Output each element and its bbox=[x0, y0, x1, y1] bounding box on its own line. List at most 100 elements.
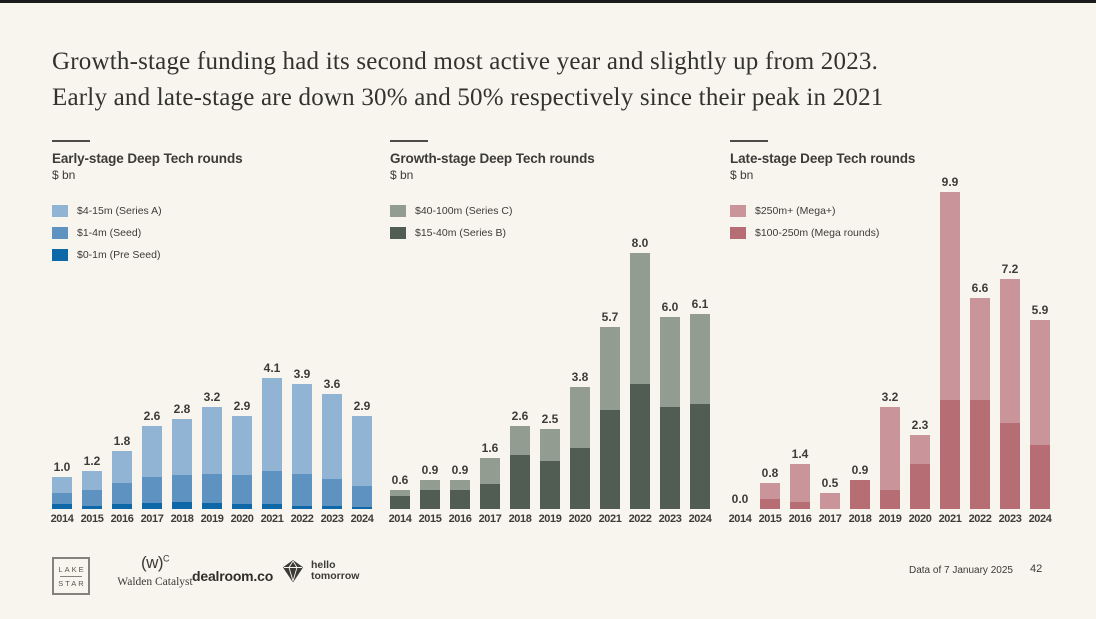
x-axis-label: 2018 bbox=[848, 513, 872, 525]
bar-segment bbox=[480, 458, 500, 484]
bar-segment bbox=[760, 499, 780, 509]
bar-segment bbox=[1000, 279, 1020, 423]
bar-segment bbox=[172, 419, 192, 475]
chart-plot: 1.0 2014 1.2 2015 1.8 2016 2.6 2017 2.8 2018 3.2 20… bbox=[51, 138, 382, 525]
bar-segment bbox=[352, 416, 372, 487]
bar-value-label: 7.2 bbox=[1001, 262, 1019, 276]
chart-legend: $4-15m (Series A) $1-4m (Seed) $0-1m (Pre … bbox=[52, 200, 382, 266]
x-axis-label: 2020 bbox=[230, 513, 254, 525]
bar-segment bbox=[172, 475, 192, 503]
bar-value-label: 8.0 bbox=[631, 236, 649, 250]
bar-value-label: 9.9 bbox=[941, 175, 959, 189]
x-axis-label: 2020 bbox=[568, 513, 592, 525]
bar-value-label: 1.6 bbox=[481, 441, 499, 455]
legend-item: $1-4m (Seed) bbox=[52, 222, 382, 244]
x-axis-label: 2021 bbox=[598, 513, 622, 525]
x-axis-label: 2022 bbox=[968, 513, 992, 525]
bar-value-label: 3.2 bbox=[203, 390, 221, 404]
bar-2019 bbox=[202, 407, 222, 509]
legend-swatch bbox=[52, 249, 68, 261]
bar-segment bbox=[420, 489, 440, 509]
legend-swatch bbox=[730, 227, 746, 239]
slide-top-edge bbox=[0, 0, 1096, 3]
bar-value-label: 5.7 bbox=[601, 310, 619, 324]
legend-item: $4-15m (Series A) bbox=[52, 200, 382, 222]
bar-value-label: 4.1 bbox=[263, 361, 281, 375]
x-axis-label: 2021 bbox=[260, 513, 284, 525]
x-axis-label: 2018 bbox=[170, 513, 194, 525]
bar-segment bbox=[910, 435, 930, 464]
hello-tomorrow-logo: hello tomorrow bbox=[281, 559, 359, 583]
bar-segment bbox=[112, 483, 132, 504]
bar-2015 bbox=[760, 483, 780, 509]
slide-headline: Growth-stage funding had its second most… bbox=[52, 44, 1062, 116]
bar-segment bbox=[202, 407, 222, 474]
x-axis-label: 2017 bbox=[478, 513, 502, 525]
bar-segment bbox=[820, 493, 840, 509]
legend-item: $40-100m (Series C) bbox=[390, 200, 720, 222]
bar-value-label: 2.8 bbox=[173, 402, 191, 416]
bar-value-label: 1.0 bbox=[53, 460, 71, 474]
bar-2023 bbox=[1000, 279, 1020, 509]
legend-label: $1-4m (Seed) bbox=[77, 227, 142, 239]
bar-segment bbox=[262, 504, 282, 510]
x-axis-label: 2015 bbox=[758, 513, 782, 525]
legend-swatch bbox=[390, 205, 406, 217]
bar-segment bbox=[1030, 444, 1050, 509]
bar-2018 bbox=[510, 426, 530, 509]
bar-segment bbox=[450, 489, 470, 509]
bar-2021 bbox=[940, 192, 960, 509]
bar-2022 bbox=[630, 253, 650, 509]
bar-2019 bbox=[880, 407, 900, 509]
chart-late-stage: Late-stage Deep Tech rounds $ bn $250m+ … bbox=[729, 138, 1060, 538]
bar-segment bbox=[52, 477, 72, 493]
bar-2022 bbox=[292, 384, 312, 509]
bar-segment bbox=[790, 464, 810, 503]
x-axis-label: 2014 bbox=[50, 513, 74, 525]
legend-item: $15-40m (Series B) bbox=[390, 222, 720, 244]
chart-rule bbox=[390, 140, 428, 142]
bar-segment bbox=[420, 480, 440, 490]
legend-label: $250m+ (Mega+) bbox=[755, 205, 836, 217]
bar-segment bbox=[322, 478, 342, 506]
chart-unit: $ bn bbox=[730, 168, 754, 182]
hello-tomorrow-diamond-icon bbox=[283, 560, 303, 582]
data-note: Data of 7 January 2025 bbox=[909, 565, 1013, 576]
bar-segment bbox=[292, 384, 312, 474]
bar-2016 bbox=[790, 464, 810, 509]
x-axis-label: 2016 bbox=[110, 513, 134, 525]
chart-unit: $ bn bbox=[52, 168, 76, 182]
bar-2015 bbox=[420, 480, 440, 509]
bar-2024 bbox=[1030, 320, 1050, 509]
bar-segment bbox=[540, 461, 560, 509]
bar-segment bbox=[880, 407, 900, 490]
bar-value-label: 2.5 bbox=[541, 412, 559, 426]
lakestar-logo-text: STAR bbox=[58, 578, 86, 588]
bar-2020 bbox=[570, 387, 590, 509]
bar-segment bbox=[940, 192, 960, 400]
bar-2022 bbox=[970, 298, 990, 509]
legend-item: $100-250m (Mega rounds) bbox=[730, 222, 1060, 244]
bar-2019 bbox=[540, 429, 560, 509]
x-axis-label: 2015 bbox=[80, 513, 104, 525]
bar-segment bbox=[292, 505, 312, 509]
bar-segment bbox=[52, 504, 72, 509]
chart-unit: $ bn bbox=[390, 168, 414, 182]
bar-value-label: 2.6 bbox=[143, 409, 161, 423]
bar-2024 bbox=[352, 416, 372, 509]
bar-segment bbox=[112, 451, 132, 483]
x-axis-label: 2019 bbox=[878, 513, 902, 525]
legend-item: $0-1m (Pre Seed) bbox=[52, 244, 382, 266]
bar-2023 bbox=[322, 394, 342, 509]
headline-line-2: Early and late-stage are down 30% and 50… bbox=[52, 84, 884, 111]
bar-value-label: 6.1 bbox=[691, 297, 709, 311]
bar-2016 bbox=[112, 451, 132, 509]
bar-2018 bbox=[172, 419, 192, 509]
walden-catalyst-logo: (w)C Walden Catalyst bbox=[112, 553, 198, 588]
bar-segment bbox=[112, 503, 132, 509]
bar-value-label: 2.9 bbox=[353, 399, 371, 413]
bar-2015 bbox=[82, 471, 102, 509]
bar-segment bbox=[570, 387, 590, 448]
chart-early-stage: Early-stage Deep Tech rounds $ bn $4-15m… bbox=[51, 138, 382, 538]
lakestar-logo: LAKE STAR bbox=[52, 557, 90, 595]
